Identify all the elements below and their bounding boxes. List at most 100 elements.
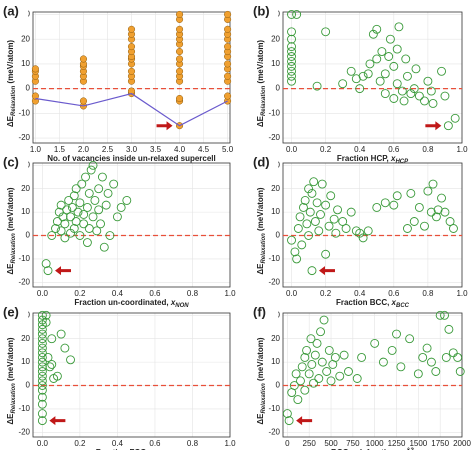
- point: [284, 416, 294, 426]
- point: [82, 203, 92, 212]
- point: [380, 69, 390, 79]
- point: [127, 87, 136, 95]
- point: [435, 310, 445, 320]
- point: [175, 55, 184, 63]
- x-tick-label: 0.0: [37, 289, 49, 298]
- point: [344, 367, 353, 376]
- y-tick-label: 0: [276, 381, 281, 390]
- panel-label-box: [2, 153, 28, 171]
- point: [127, 25, 136, 33]
- point: [423, 76, 433, 86]
- point: [103, 188, 113, 198]
- point: [37, 399, 47, 409]
- point: [224, 10, 232, 19]
- y-tick-label: -10: [268, 404, 280, 413]
- point: [307, 360, 317, 369]
- y-label-text: ΔE: [6, 115, 15, 127]
- point: [287, 56, 296, 66]
- point: [378, 357, 388, 367]
- point: [64, 195, 74, 205]
- point: [37, 371, 47, 381]
- point: [324, 221, 334, 231]
- point: [392, 329, 401, 339]
- point: [71, 184, 81, 194]
- x-tick-label: 1500: [409, 439, 427, 448]
- point: [94, 205, 104, 215]
- point: [394, 22, 404, 32]
- y-label-text: ΔE: [256, 115, 265, 127]
- point: [392, 191, 402, 201]
- x-tick-label: 0.2: [74, 289, 86, 298]
- point: [372, 203, 382, 212]
- y-label-unit: (meV/atom): [6, 40, 15, 86]
- x-axis-label: Fraction BCC, xBCC: [336, 298, 410, 308]
- point: [341, 224, 351, 233]
- point: [66, 355, 75, 365]
- x-label-text: Fraction HCP,: [337, 154, 391, 163]
- point: [422, 343, 432, 353]
- point: [314, 374, 324, 383]
- x-tick-label: 1.0: [224, 439, 236, 448]
- x-label-text: BCC vol. fractions,: [331, 448, 405, 450]
- arrow: [55, 266, 72, 276]
- y-tick-label: 20: [271, 34, 280, 43]
- x-tick-label: 0.8: [422, 289, 434, 298]
- y-label-sub: Relaxation: [261, 85, 267, 116]
- point: [287, 52, 296, 61]
- point: [293, 395, 303, 405]
- point: [307, 266, 317, 276]
- point: [331, 228, 341, 238]
- x-label-sub: HCP: [395, 159, 409, 165]
- x-label-sub: BCC: [396, 303, 410, 309]
- point: [406, 188, 416, 198]
- y-axis-label: ΔERelaxation (meV/atom): [256, 187, 266, 275]
- y-tick-label: 20: [271, 334, 280, 343]
- x-tick-label: 1250: [388, 439, 406, 448]
- point: [292, 10, 302, 19]
- y-tick-label: -20: [18, 133, 30, 142]
- point: [304, 184, 314, 194]
- point: [375, 76, 385, 86]
- point: [316, 327, 325, 337]
- arrow: [49, 416, 66, 426]
- point: [43, 266, 53, 276]
- x-tick-label: 3.0: [126, 145, 138, 154]
- point: [56, 329, 66, 339]
- point: [296, 376, 305, 386]
- point: [287, 27, 296, 37]
- point: [291, 369, 301, 379]
- x-tick-label: 500: [324, 439, 338, 448]
- point: [338, 79, 348, 89]
- point: [122, 195, 132, 205]
- point: [287, 47, 296, 56]
- point: [372, 24, 382, 34]
- point: [175, 47, 184, 56]
- point: [299, 203, 308, 212]
- point: [335, 371, 345, 381]
- y-label-text: ΔE: [256, 263, 265, 275]
- point: [401, 54, 411, 64]
- point: [60, 233, 70, 243]
- point: [370, 338, 380, 348]
- panel-label-box: [252, 153, 278, 171]
- point: [31, 65, 39, 73]
- point: [175, 94, 184, 103]
- point: [324, 345, 334, 355]
- point: [355, 84, 365, 94]
- point: [305, 207, 315, 217]
- point: [47, 360, 57, 369]
- y-tick-label: -10: [268, 108, 280, 117]
- point: [127, 67, 136, 75]
- x-tick-label: 0.2: [320, 289, 332, 298]
- point: [411, 64, 421, 74]
- y-tick-label: 10: [271, 357, 280, 366]
- point: [37, 357, 47, 367]
- point: [329, 214, 339, 224]
- y-tick-label: -20: [268, 427, 280, 436]
- panel-label-box: [252, 303, 278, 321]
- point: [377, 47, 387, 56]
- point: [414, 91, 424, 101]
- y-tick-label: 10: [21, 59, 30, 68]
- point: [60, 343, 70, 353]
- y-label-text: ΔE: [6, 413, 15, 425]
